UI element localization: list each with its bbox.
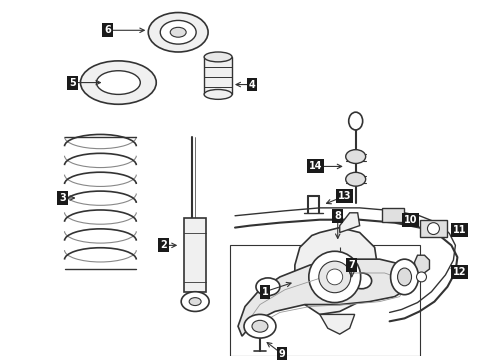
Ellipse shape [204,90,232,99]
Text: 8: 8 [334,211,341,221]
Polygon shape [295,228,378,314]
Text: 1: 1 [262,287,269,297]
Text: 7: 7 [348,260,355,270]
Ellipse shape [319,261,351,293]
Text: 4: 4 [248,80,255,90]
Ellipse shape [352,273,371,289]
Text: 5: 5 [69,77,76,87]
Ellipse shape [256,278,280,296]
Text: 3: 3 [59,193,66,203]
Ellipse shape [327,269,343,285]
Ellipse shape [244,314,276,338]
Text: 11: 11 [453,225,466,235]
Ellipse shape [416,272,426,282]
Ellipse shape [97,71,140,94]
Polygon shape [238,259,412,336]
Bar [230,246,419,356]
Bar [419,220,447,238]
Polygon shape [415,255,429,275]
Text: 12: 12 [453,267,466,277]
Ellipse shape [309,251,361,302]
Ellipse shape [391,259,418,295]
Text: 14: 14 [309,161,322,171]
Ellipse shape [252,320,268,332]
Ellipse shape [346,150,366,163]
Text: 13: 13 [338,191,351,201]
Text: 10: 10 [404,215,417,225]
Ellipse shape [189,298,201,306]
Bar [184,218,206,292]
Ellipse shape [204,52,232,62]
Ellipse shape [349,112,363,130]
Text: 2: 2 [160,240,167,250]
Ellipse shape [148,13,208,52]
Ellipse shape [160,21,196,44]
Ellipse shape [346,172,366,186]
Bar [382,208,404,222]
Ellipse shape [397,268,412,286]
Text: 9: 9 [278,349,285,359]
Ellipse shape [170,27,186,37]
Text: 6: 6 [104,25,111,35]
Ellipse shape [181,292,209,311]
Ellipse shape [427,223,440,234]
Ellipse shape [80,61,156,104]
Bar [204,57,232,94]
Polygon shape [340,213,360,233]
Polygon shape [320,314,355,334]
